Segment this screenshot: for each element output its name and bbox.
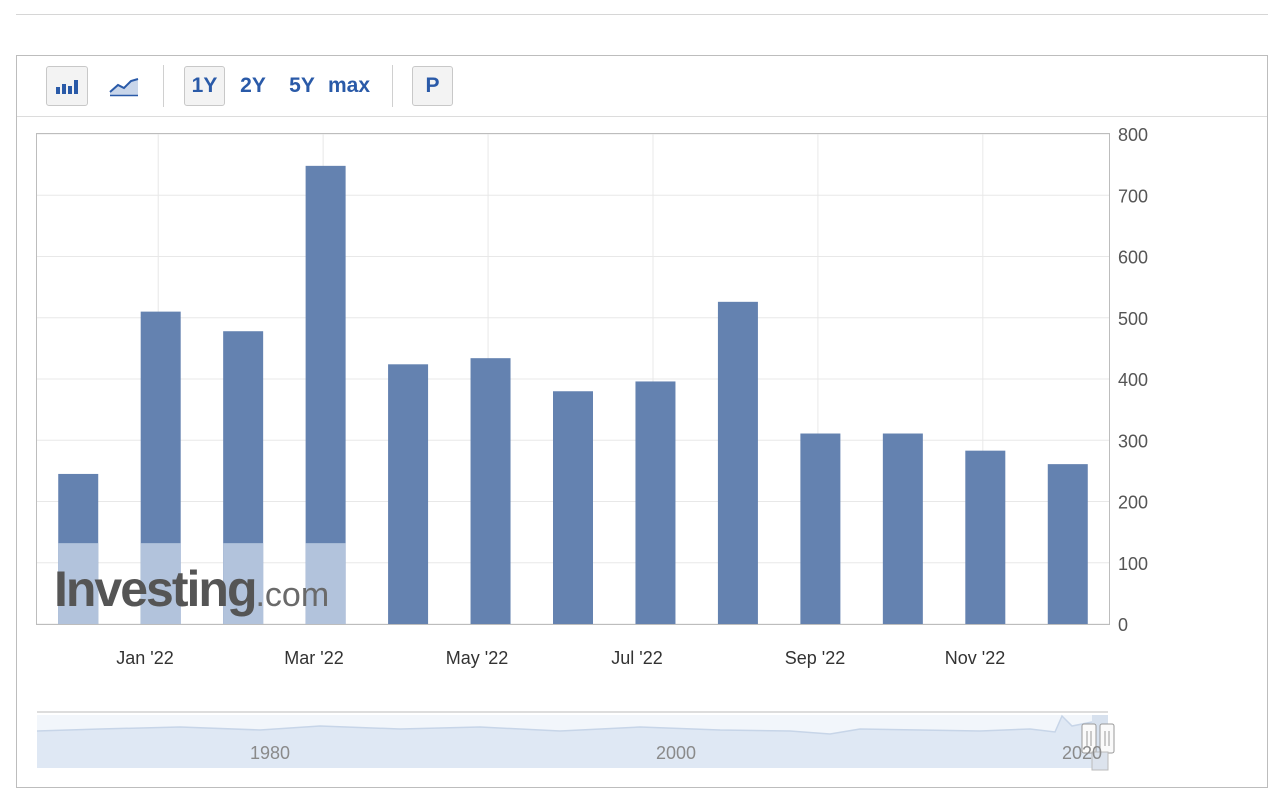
top-divider [16, 14, 1268, 15]
bar[interactable] [882, 433, 923, 624]
y-tick-label: 500 [1118, 309, 1148, 329]
p-button[interactable]: P [412, 66, 453, 106]
navigator-series [37, 716, 1092, 768]
line-chart-button[interactable] [103, 66, 145, 106]
x-tick-label: Mar '22 [284, 648, 343, 668]
x-tick-label: Sep '22 [785, 648, 846, 668]
bar[interactable] [635, 381, 676, 624]
bar[interactable] [800, 433, 841, 624]
navigator-right-handle[interactable] [1099, 723, 1115, 754]
range-5y-button[interactable]: 5Y [289, 74, 315, 97]
bar-overlay [223, 543, 264, 624]
bar-chart-button[interactable] [46, 66, 88, 106]
navigator-left-handle[interactable] [1081, 723, 1097, 754]
y-axis-ticks: 0 100 200 300 400 500 600 700 800 [1118, 125, 1148, 635]
y-tick-label: 600 [1118, 248, 1148, 268]
navigator-year-2000: 2000 [656, 743, 696, 763]
investing-watermark: Investing.com [54, 561, 329, 617]
x-axis-ticks: Jan '22 Mar '22 May '22 Jul '22 Sep '22 Nov '… [116, 648, 1005, 668]
line-chart-icon [109, 78, 139, 97]
bar[interactable] [553, 391, 593, 624]
y-tick-label: 800 [1118, 125, 1148, 145]
watermark-suffix: .com [255, 576, 329, 614]
watermark-brand: Investing [54, 561, 255, 617]
bar[interactable] [717, 301, 758, 624]
bars [58, 165, 1088, 624]
y-tick-label: 0 [1118, 615, 1128, 635]
navigator-scroll-thumb[interactable] [1091, 751, 1109, 771]
navigator[interactable]: 1980 2000 2020 [36, 711, 1115, 771]
bar[interactable] [470, 358, 511, 624]
bar-overlay [58, 543, 99, 624]
bar[interactable] [1047, 464, 1088, 624]
x-tick-label: Nov '22 [945, 648, 1005, 668]
y-tick-label: 100 [1118, 554, 1148, 574]
bar-chart-icon [56, 80, 78, 94]
y-tick-label: 200 [1118, 493, 1148, 513]
toolbar-separator [392, 65, 393, 107]
range-1y-button[interactable]: 1Y [184, 66, 225, 106]
range-2y-button[interactable]: 2Y [240, 74, 266, 97]
navigator-year-2020: 2020 [1062, 743, 1102, 763]
navigator-year-1980: 1980 [250, 743, 290, 763]
chart-toolbar: 1Y 2Y 5Y max P [17, 56, 1267, 117]
bar[interactable] [965, 450, 1006, 624]
x-tick-label: Jul '22 [611, 648, 662, 668]
y-tick-label: 700 [1118, 186, 1148, 206]
range-max-button[interactable]: max [327, 74, 371, 97]
toolbar-separator [163, 65, 164, 107]
y-tick-label: 400 [1118, 370, 1148, 390]
x-tick-label: Jan '22 [116, 648, 173, 668]
bar-overlay [305, 543, 346, 624]
bar-overlay [140, 543, 181, 624]
plot-frame [36, 133, 1110, 625]
bar[interactable] [388, 364, 429, 624]
x-tick-label: May '22 [446, 648, 508, 668]
y-tick-label: 300 [1118, 431, 1148, 451]
